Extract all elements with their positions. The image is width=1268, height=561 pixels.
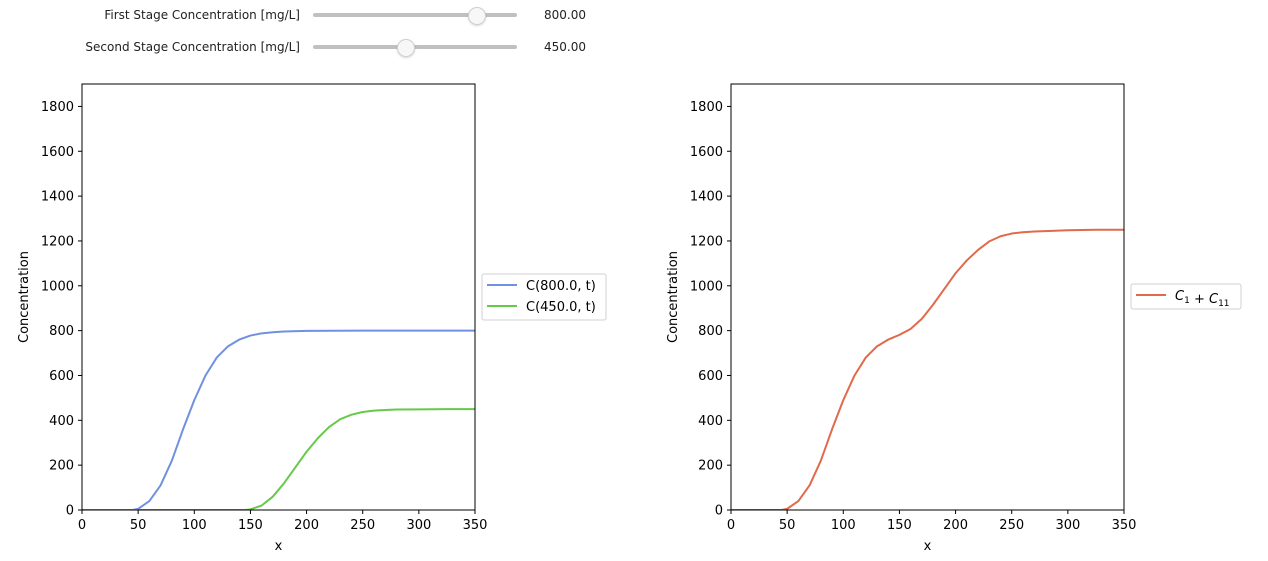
y-tick-label: 800 [698, 324, 723, 339]
legend-label: C(450.0, t) [526, 300, 596, 315]
slider-first-stage-track[interactable] [313, 13, 517, 17]
x-tick-label: 300 [406, 518, 431, 533]
y-tick-label: 1200 [690, 234, 723, 249]
slider-first-stage-handle[interactable] [468, 7, 487, 25]
x-tick-label: 250 [350, 518, 375, 533]
slider-first-stage-label: First Stage Concentration [mg/L] [104, 8, 300, 22]
slider-second-stage-value: 450.00 [544, 40, 586, 54]
legend: C1 + C11 [1130, 283, 1242, 310]
series-line-2 [82, 408, 475, 510]
x-tick-label: 0 [727, 518, 735, 533]
x-tick-label: 150 [887, 518, 912, 533]
y-tick-label: 1800 [690, 100, 723, 115]
y-tick-label: 400 [698, 414, 723, 429]
y-tick-label: 1000 [41, 279, 74, 294]
y-tick-label: 800 [49, 324, 74, 339]
x-tick-label: 350 [1112, 518, 1137, 533]
slider-second-stage-label: Second Stage Concentration [mg/L] [85, 40, 300, 54]
y-axis-label: Concentration [666, 251, 681, 343]
slider-second-stage-handle[interactable] [396, 39, 415, 57]
y-axis-label: Concentration [17, 251, 32, 343]
x-tick-label: 300 [1055, 518, 1080, 533]
legend: C(800.0, t) C(450.0, t) [481, 273, 607, 321]
y-tick-label: 200 [698, 459, 723, 474]
x-axis-label: x [924, 539, 932, 554]
x-tick-label: 50 [779, 518, 796, 533]
plot-frame [730, 83, 1125, 511]
slider-first-stage-value: 800.00 [544, 8, 586, 22]
legend-label: C1 + C11 [1175, 289, 1230, 309]
y-tick-label: 400 [49, 414, 74, 429]
x-tick-label: 150 [238, 518, 263, 533]
y-tick-label: 1200 [41, 234, 74, 249]
x-tick-label: 100 [831, 518, 856, 533]
y-tick-label: 1000 [690, 279, 723, 294]
y-tick-label: 1600 [690, 145, 723, 160]
y-tick-label: 200 [49, 459, 74, 474]
y-tick-label: 600 [698, 369, 723, 384]
y-tick-label: 1800 [41, 100, 74, 115]
chart-1: 0 50 100 150 200 250 300 350 0 200 400 600 800 1000 12… [17, 83, 607, 554]
y-tick-label: 1400 [690, 190, 723, 205]
y-tick-label: 0 [66, 504, 74, 519]
slider-second-stage: Second Stage Concentration [mg/L] [0, 35, 300, 59]
y-tick-label: 1400 [41, 190, 74, 205]
chart-2: 0 50 100 150 200 250 300 350 0 200 400 600 800 1000 12… [666, 83, 1242, 554]
x-tick-label: 100 [182, 518, 207, 533]
x-tick-label: 200 [294, 518, 319, 533]
x-tick-label: 200 [943, 518, 968, 533]
x-axis-label: x [275, 539, 283, 554]
legend-box [1130, 283, 1242, 310]
series-line-1 [731, 228, 1124, 510]
y-tick-label: 1600 [41, 145, 74, 160]
slider-first-stage: First Stage Concentration [mg/L] [0, 3, 300, 27]
x-tick-label: 250 [999, 518, 1024, 533]
slider-second-stage-track[interactable] [313, 45, 517, 49]
x-tick-label: 50 [130, 518, 147, 533]
legend-label: C(800.0, t) [526, 279, 596, 294]
x-tick-label: 0 [78, 518, 86, 533]
y-tick-label: 0 [715, 504, 723, 519]
x-tick-label: 350 [463, 518, 488, 533]
series-line-1 [82, 329, 475, 510]
y-tick-label: 600 [49, 369, 74, 384]
plot-frame [81, 83, 476, 511]
